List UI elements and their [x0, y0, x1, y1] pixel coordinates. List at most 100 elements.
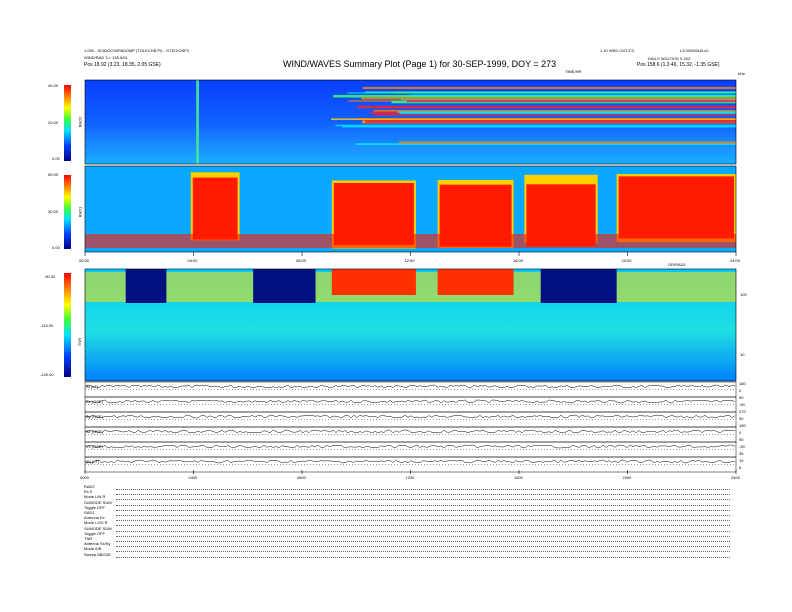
- mag-right-tick: 180: [739, 423, 746, 428]
- tnr-tick-bottom: -140.00: [40, 372, 54, 377]
- mag-right-tick: 180: [739, 381, 746, 386]
- rad1-low-band: [85, 234, 736, 248]
- rad2-tick-mid: 20.00: [48, 120, 59, 125]
- time-tick-label: 08:00: [296, 258, 307, 263]
- footer-param: Sweep ABCDE: [84, 551, 111, 557]
- rad2-emission-band: [400, 112, 736, 115]
- footer-dotted-line: [116, 535, 730, 537]
- mag-trace: [84, 444, 736, 449]
- footer-dotted-line: [116, 551, 730, 553]
- time-tick-label-bottom: 1600: [514, 475, 523, 480]
- time-tick-label-bottom: 0800: [297, 475, 306, 480]
- mag-right-tick: 0: [739, 430, 742, 435]
- time-tick-label-bottom: 0400: [188, 475, 198, 480]
- footer-dotted-line: [116, 520, 730, 522]
- time-tick-label-bottom: 2000: [622, 475, 632, 480]
- header-left-line2: WIND/RAD 3 = 135.0/01: [84, 55, 128, 60]
- rad2-emission-band: [335, 124, 736, 127]
- rad2-tick-top: 40.00: [48, 83, 59, 88]
- mag-right-tick: -90: [739, 444, 745, 449]
- footer-param: Mode LIN R: [84, 494, 106, 500]
- rad1-colorbar: [64, 175, 71, 249]
- mag-right-tick: 90: [739, 395, 744, 400]
- time-tick-label-bottom: 0000: [80, 475, 89, 480]
- rad2-emission-band: [357, 105, 736, 109]
- right-corner-label: kHz: [738, 71, 745, 76]
- mag-row-label: Bz (GSE): [86, 429, 103, 434]
- footer-param: Rx 0: [84, 489, 93, 495]
- rad2-emission-band: [409, 94, 736, 96]
- mag-right-tick: -90: [739, 402, 745, 407]
- footer-dotted-line: [116, 546, 730, 548]
- mag-panel-frame: [84, 396, 737, 413]
- rad2-emission-band: [333, 94, 736, 98]
- rad1-tick-top: 50.00: [48, 172, 59, 177]
- mag-row-label: |B| (nT): [86, 459, 100, 464]
- tnr-colorbar: [64, 273, 71, 377]
- rad2-emission-band: [374, 114, 736, 116]
- mag-row-label: Bx (GSE): [86, 399, 103, 404]
- mag-right-tick: 90: [739, 437, 744, 442]
- tnr-right-tick-100: 100: [740, 292, 747, 297]
- rad2-emission-band: [365, 120, 736, 123]
- footer-dotted-line: [116, 489, 730, 490]
- header-right-line2: L3.00/000ct3.c0: [680, 48, 709, 53]
- time-tick-label-bottom: 2400: [731, 475, 740, 480]
- mag-trace: [84, 414, 736, 419]
- footer-dotted-line: [116, 494, 730, 496]
- rad2-emission-band: [397, 111, 736, 113]
- rad2-emission-band: [373, 109, 736, 112]
- tnr-tick-top: -90.00: [44, 274, 56, 279]
- mag-right-tick: 5: [739, 465, 742, 470]
- header-right-line3: DAILY: 80/173/31 0.202: [648, 56, 691, 61]
- mag-row-label: By (GSE): [86, 414, 103, 419]
- time-tick-label: 12:00: [404, 258, 415, 263]
- footer-param: Mode LOG R: [84, 520, 108, 526]
- mag-panel-frame: [84, 381, 737, 398]
- mag-panel-frame: [84, 441, 737, 458]
- mag-trace: [84, 384, 735, 389]
- rad2-emission-band: [406, 100, 736, 103]
- mag-trace: [84, 399, 736, 404]
- mag-right-tick: 10: [739, 458, 744, 463]
- mag-right-tick: 270: [739, 409, 746, 414]
- footer-param: RAD1: [84, 510, 95, 515]
- mag-right-tick: 35: [739, 451, 744, 456]
- mag-right-tick: 0: [739, 388, 742, 393]
- header-left-line3: Pos 18.92 (3.23, 18.35, 2.05 GSE): [84, 62, 161, 68]
- xaxis-label-mid: GR/RAD1: [668, 262, 686, 267]
- footer-param: Toggle OFF: [84, 504, 105, 510]
- rad1-tick-mid: 30.00: [48, 209, 59, 214]
- time-tick-label: 04:00: [187, 258, 198, 263]
- rad2-emission-band: [331, 118, 736, 120]
- tnr-red-region: [331, 269, 416, 295]
- footer-dotted-line: [116, 515, 730, 516]
- rad2-colorbar: [64, 85, 71, 161]
- rad1-emission: [618, 176, 734, 239]
- footer-param: Mode A/B: [84, 546, 102, 552]
- rad2-emission-band: [361, 97, 736, 100]
- mag-trace: [84, 429, 736, 434]
- rad2-burst: [196, 80, 199, 164]
- footer-param: Antenna Sx/Sy: [84, 541, 111, 547]
- mag-row-label: Bt (nT): [86, 384, 99, 389]
- rad1-label: RAD1: [77, 206, 83, 218]
- tnr-right-tick-10: 10: [740, 352, 745, 357]
- rad1-emission: [192, 177, 238, 240]
- footer-param: RAD2: [84, 484, 95, 489]
- tnr-red-region: [437, 269, 514, 295]
- mag-panel-frame: [84, 456, 737, 473]
- footer-dotted-line: [116, 504, 730, 506]
- header-right-line1: 1.10 WKD OUT/CC: [600, 48, 635, 53]
- mag-panel-frame: [84, 411, 737, 428]
- footer-dotted-line: [116, 556, 730, 558]
- tnr-label: TNR: [77, 337, 83, 347]
- rad2-emission-band: [341, 125, 736, 128]
- header-left-line1: 1.030 - SCIDOC/WPADOMP (TOLECHB PI) - GT…: [84, 48, 190, 53]
- top-time-label: TIME/HR: [565, 69, 582, 74]
- mag-right-tick: 90: [739, 416, 744, 421]
- mag-trace: [84, 459, 735, 464]
- footer-param: Antenna Ex: [84, 515, 105, 521]
- rad2-label: RAD2: [77, 116, 83, 128]
